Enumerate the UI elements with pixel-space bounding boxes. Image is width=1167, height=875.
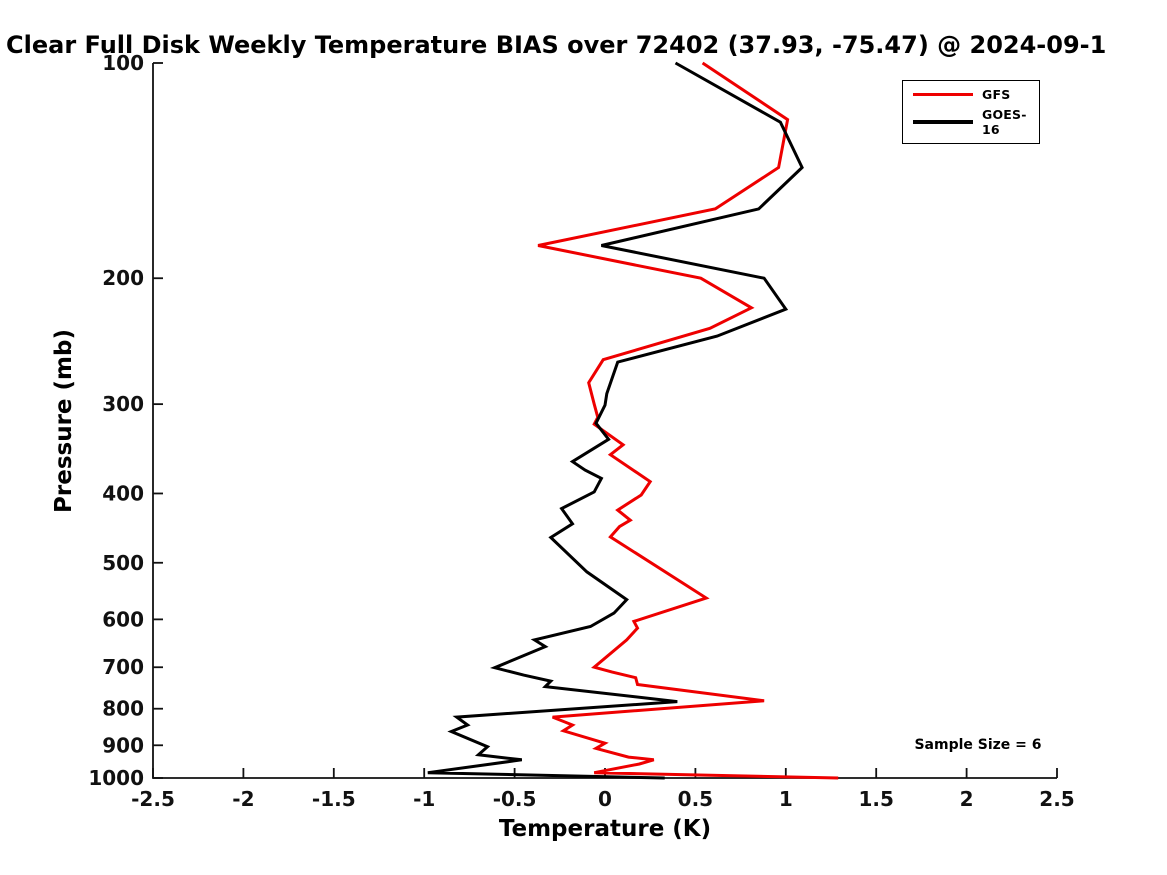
- x-tick-label: 2.5: [1039, 787, 1074, 811]
- y-axis-label: Pressure (mb): [51, 329, 77, 513]
- y-tick-label: 200: [102, 266, 144, 290]
- y-tick-label: 800: [102, 697, 144, 721]
- x-tick-label: 1.5: [858, 787, 893, 811]
- goes-16-line: [427, 61, 804, 780]
- x-tick-label: -2: [232, 787, 254, 811]
- legend: GFS GOES-16: [902, 80, 1040, 144]
- chart-title: Clear Full Disk Weekly Temperature BIAS …: [6, 31, 1107, 59]
- legend-item-gfs: GFS: [913, 87, 1035, 102]
- x-axis-label: Temperature (K): [498, 816, 712, 842]
- y-tick-label: 600: [102, 607, 144, 631]
- goes-16-legend-label: GOES-16: [982, 107, 1027, 137]
- y-tick-label: 500: [102, 551, 144, 575]
- y-tick-label: 900: [102, 733, 144, 757]
- y-tick-label: 100: [102, 51, 144, 75]
- x-tick-label: -1: [413, 787, 435, 811]
- sample-size-annotation: Sample Size = 6: [914, 737, 1042, 753]
- x-tick-label: 1: [779, 787, 793, 811]
- x-tick-label: 2: [960, 787, 974, 811]
- x-tick-label: 0.5: [678, 787, 713, 811]
- gfs-legend-label: GFS: [982, 87, 1011, 102]
- y-tick-label: 400: [102, 481, 144, 505]
- x-tick-label: -2.5: [131, 787, 175, 811]
- y-tick-label: 700: [102, 655, 144, 679]
- gfs-legend-line: [913, 92, 973, 97]
- y-tick-label: 1000: [88, 766, 144, 790]
- goes-16-legend-line: [913, 120, 973, 124]
- x-tick-label: 0: [598, 787, 612, 811]
- x-tick-label: -1.5: [312, 787, 356, 811]
- gfs-line: [537, 61, 839, 780]
- x-tick-label: -0.5: [493, 787, 537, 811]
- legend-item-goes-16: GOES-16: [913, 107, 1035, 137]
- y-tick-label: 300: [102, 392, 144, 416]
